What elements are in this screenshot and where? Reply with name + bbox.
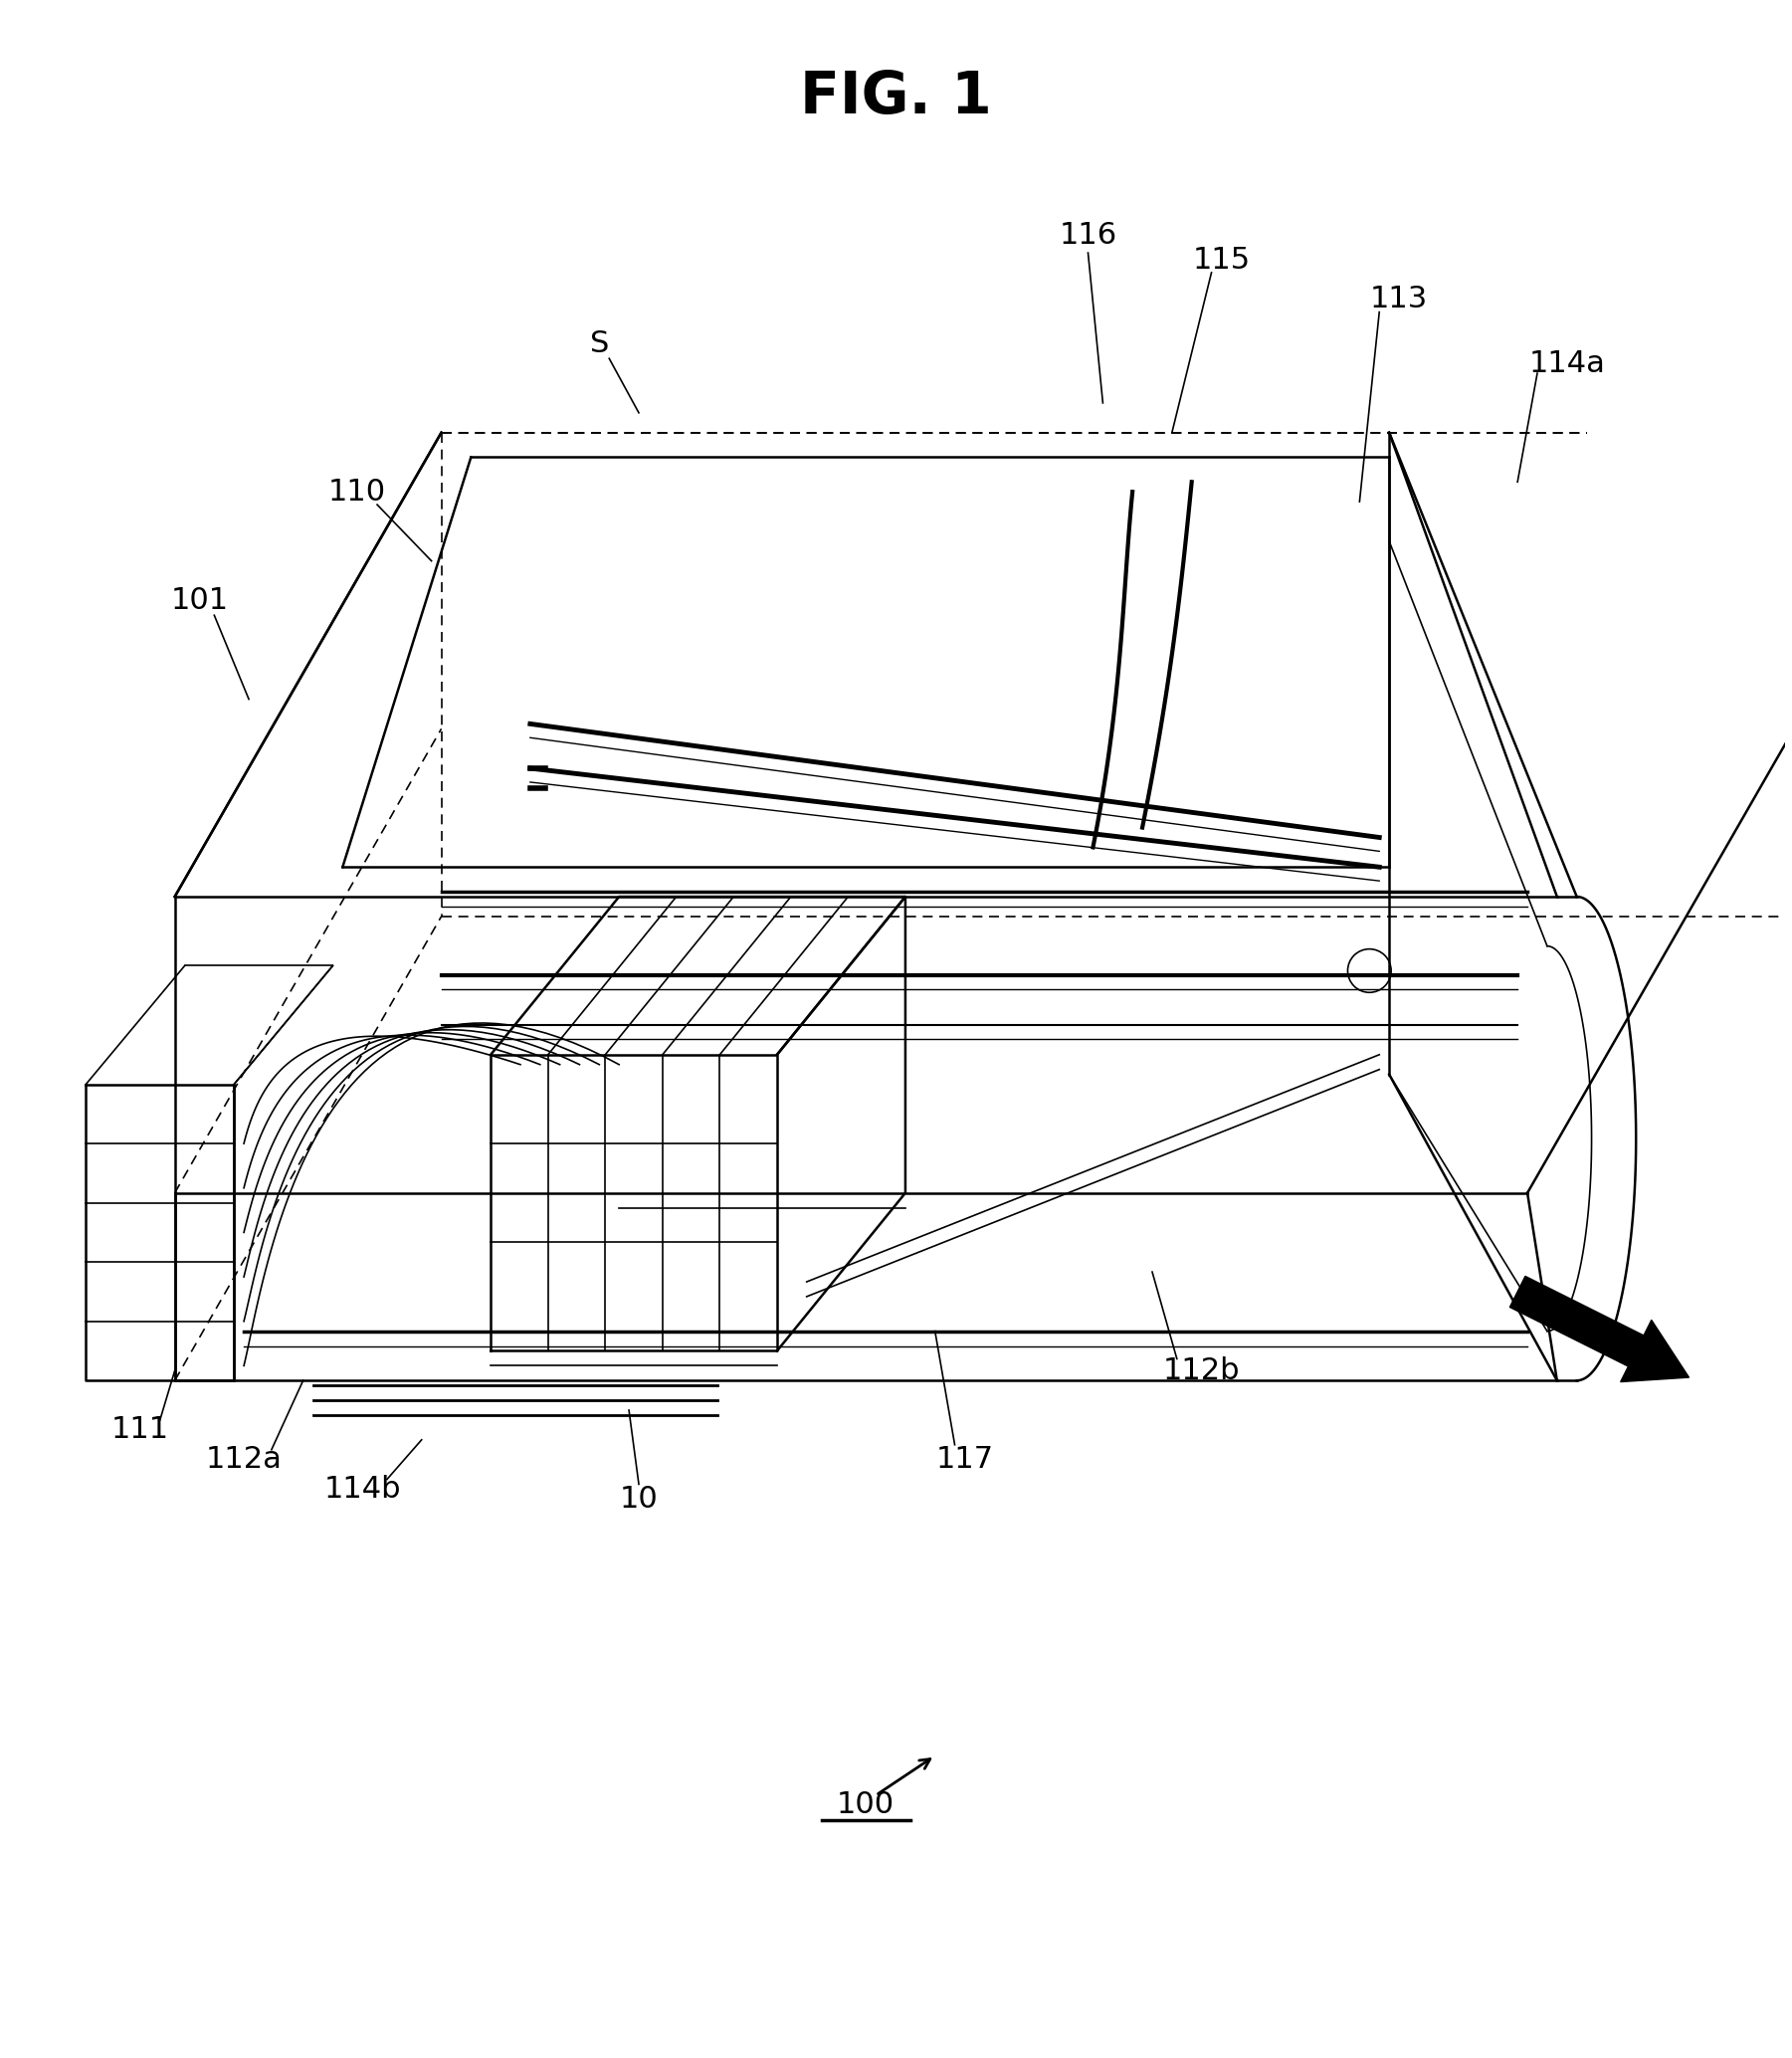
Text: 100: 100: [837, 1790, 894, 1819]
FancyArrow shape: [1511, 1276, 1690, 1381]
Text: 114b: 114b: [324, 1476, 401, 1504]
Text: 112a: 112a: [206, 1445, 281, 1474]
Text: 111: 111: [111, 1416, 168, 1445]
Text: 101: 101: [170, 587, 228, 615]
Text: S: S: [590, 329, 609, 358]
Text: 113: 113: [1371, 284, 1428, 313]
Text: 110: 110: [328, 477, 387, 506]
Text: 114a: 114a: [1529, 350, 1606, 379]
Text: 10: 10: [620, 1484, 658, 1513]
Text: FIG. 1: FIG. 1: [799, 68, 993, 126]
Text: 112b: 112b: [1163, 1356, 1240, 1385]
Text: 116: 116: [1059, 220, 1116, 249]
Text: 115: 115: [1192, 245, 1251, 274]
Text: 117: 117: [935, 1445, 993, 1474]
